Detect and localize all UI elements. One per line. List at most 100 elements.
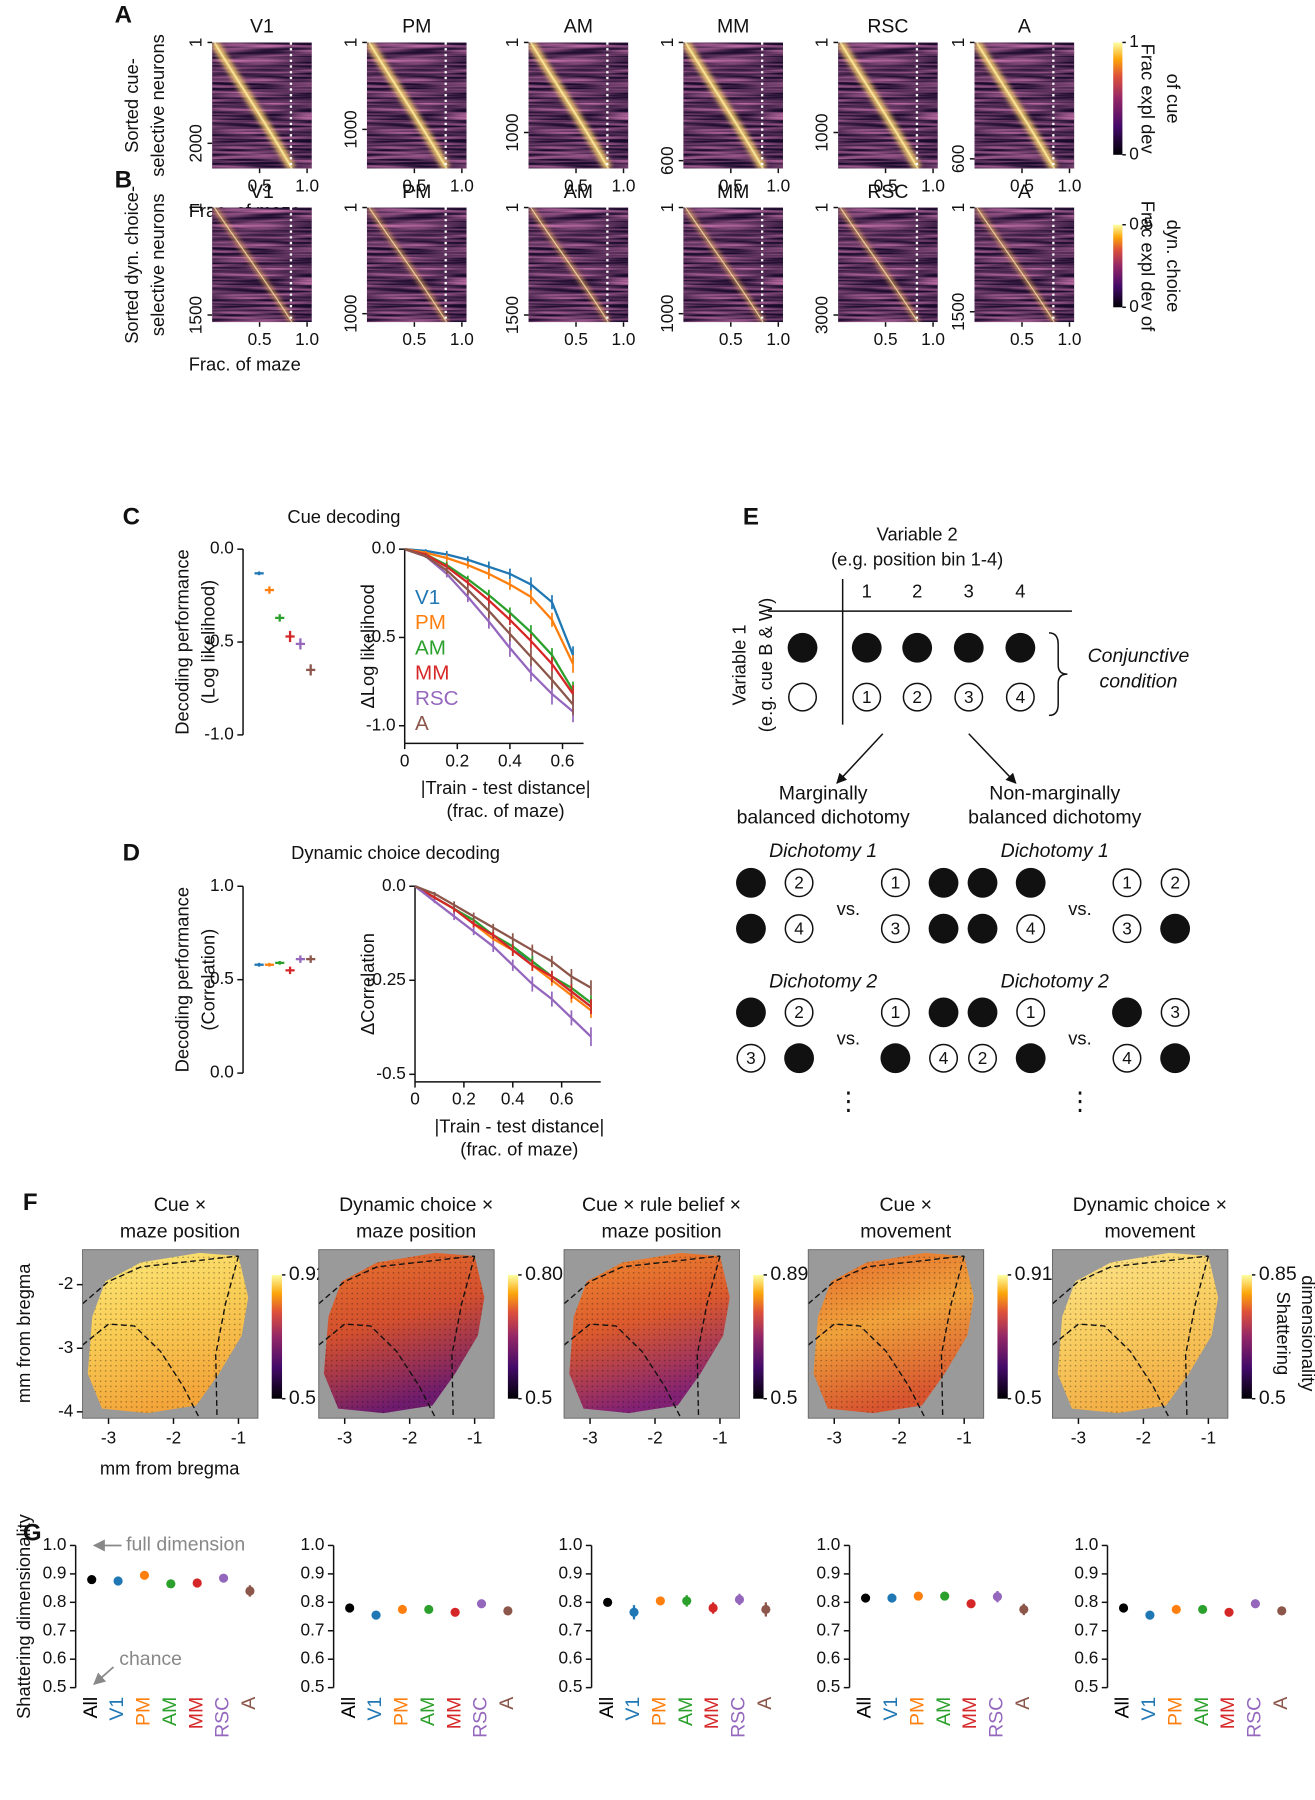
heatmap-title: V1 (250, 181, 274, 203)
x-tick-label: V1 (880, 1697, 902, 1721)
y-tick-label: 0.9 (1074, 1562, 1098, 1582)
vs-text: vs. (1068, 1028, 1091, 1049)
filled-circle (1015, 1043, 1046, 1074)
y-tick-label: 0.5 (1074, 1676, 1098, 1696)
y-tick-label: 0.5 (559, 1676, 583, 1696)
y-tick-label: -0.25 (367, 969, 406, 989)
y-tick-label: 0.9 (816, 1562, 840, 1582)
x-tick-label: All (1112, 1697, 1134, 1719)
map-title: maze position (601, 1221, 721, 1243)
y-tick-label: 1.0 (43, 1534, 67, 1554)
group-title: balanced dichotomy (968, 807, 1141, 829)
heatmap-band-core (685, 207, 764, 323)
line (414, 885, 592, 1012)
annotation-arrow (93, 1666, 115, 1685)
number-circle (968, 1043, 998, 1073)
heatmap (366, 42, 467, 169)
heatmap (683, 207, 784, 323)
circle-number: 2 (1170, 872, 1180, 892)
diagram-text: condition (1099, 670, 1177, 692)
point (734, 1594, 745, 1605)
y-tick-label: -4 (58, 1400, 74, 1420)
column-label: 4 (1015, 581, 1025, 602)
heatmap-title: A (1018, 181, 1031, 203)
circle-number: 2 (794, 872, 804, 892)
map-grid (569, 1252, 730, 1414)
line (414, 885, 592, 1038)
y-axis-label: selective neurons (147, 34, 168, 177)
point (629, 1607, 639, 1617)
heatmap-title: RSC (867, 16, 908, 38)
heatmap (974, 42, 1075, 169)
x-axis-label: |Train - test distance| (421, 777, 591, 798)
y-tick-label: -2 (58, 1273, 73, 1293)
point (113, 1576, 123, 1586)
x-tick-label: -2 (1136, 1427, 1151, 1447)
x-tick-label: 0.5 (874, 329, 898, 349)
x-tick-label: MM (185, 1697, 207, 1729)
x-tick-label: -3 (1071, 1427, 1086, 1447)
line (414, 885, 592, 1008)
filled-circle (1112, 997, 1142, 1028)
x-tick-label: 0 (410, 1089, 420, 1109)
circle-number: 1 (1026, 1002, 1036, 1022)
x-tick-label: A (1270, 1697, 1292, 1710)
area-boundary (1184, 1255, 1210, 1419)
x-tick-label: AM (159, 1697, 181, 1726)
number-circle (1005, 682, 1035, 712)
number-circle (1160, 997, 1190, 1027)
heatmap-title: PM (402, 16, 431, 38)
point (1019, 1604, 1029, 1615)
area-boundary (82, 1323, 201, 1419)
x-tick-label: 1.0 (766, 175, 790, 195)
point (1118, 1603, 1129, 1613)
x-tick-label: MM (443, 1697, 465, 1729)
circle-number: 3 (1122, 918, 1132, 938)
y-tick-label: 0.9 (301, 1562, 325, 1582)
x-tick-label: -1 (957, 1427, 972, 1447)
circle-number: 3 (964, 687, 974, 707)
area-boundary (808, 1323, 926, 1419)
point (1198, 1604, 1208, 1615)
heatmap (528, 207, 629, 323)
filled-circle (967, 913, 998, 944)
heatmap (212, 207, 312, 323)
brain-map (318, 1249, 495, 1419)
filled-circle (902, 632, 933, 663)
colorbar-label: dimensionality (1298, 1275, 1315, 1392)
y-tick-label: 1000 (502, 113, 522, 151)
y-tick-label: -1.0 (204, 723, 234, 743)
colorbar-tick-label: 0 (1129, 296, 1139, 316)
colorbar (753, 1274, 764, 1399)
x-tick-label: 0.5 (248, 175, 272, 195)
circle-number: 2 (978, 1048, 988, 1068)
y-tick-label: 0.7 (559, 1619, 583, 1639)
dichotomy-name: Dichotomy 2 (769, 971, 877, 993)
x-tick-label: MM (1217, 1697, 1239, 1729)
vs-text: vs. (1068, 898, 1091, 919)
colorbar-tick-label: 0.89 (770, 1263, 808, 1285)
group-title: balanced dichotomy (737, 807, 910, 829)
heatmap-band-core (530, 42, 610, 169)
x-tick-label: 0.5 (1010, 329, 1034, 349)
y-axis-label: mm from bregma (13, 1263, 34, 1403)
circle-number: 4 (1026, 918, 1036, 938)
y-tick-label: 0.8 (1074, 1591, 1098, 1611)
legend-entry: PM (415, 611, 446, 634)
x-tick-label: PM (133, 1697, 155, 1726)
y-tick-label: 1500 (186, 296, 206, 334)
heatmap-band-core (530, 207, 609, 323)
heatmap-band-core (368, 207, 448, 323)
y-tick-label: 1 (657, 38, 677, 48)
x-tick-label: All (338, 1697, 360, 1719)
colorbar-label: Shattering (1273, 1292, 1294, 1376)
colorbar-tick-label: 0.80 (525, 1263, 563, 1285)
y-tick-label: 1 (341, 38, 361, 48)
panel-label: F (23, 1189, 38, 1216)
filled-circle (1160, 1043, 1191, 1074)
x-tick-label: AM (933, 1697, 955, 1726)
x-axis-label: mm from bregma (100, 1458, 240, 1479)
panel-label: A (115, 1, 132, 28)
x-tick-label: MM (701, 1697, 723, 1729)
